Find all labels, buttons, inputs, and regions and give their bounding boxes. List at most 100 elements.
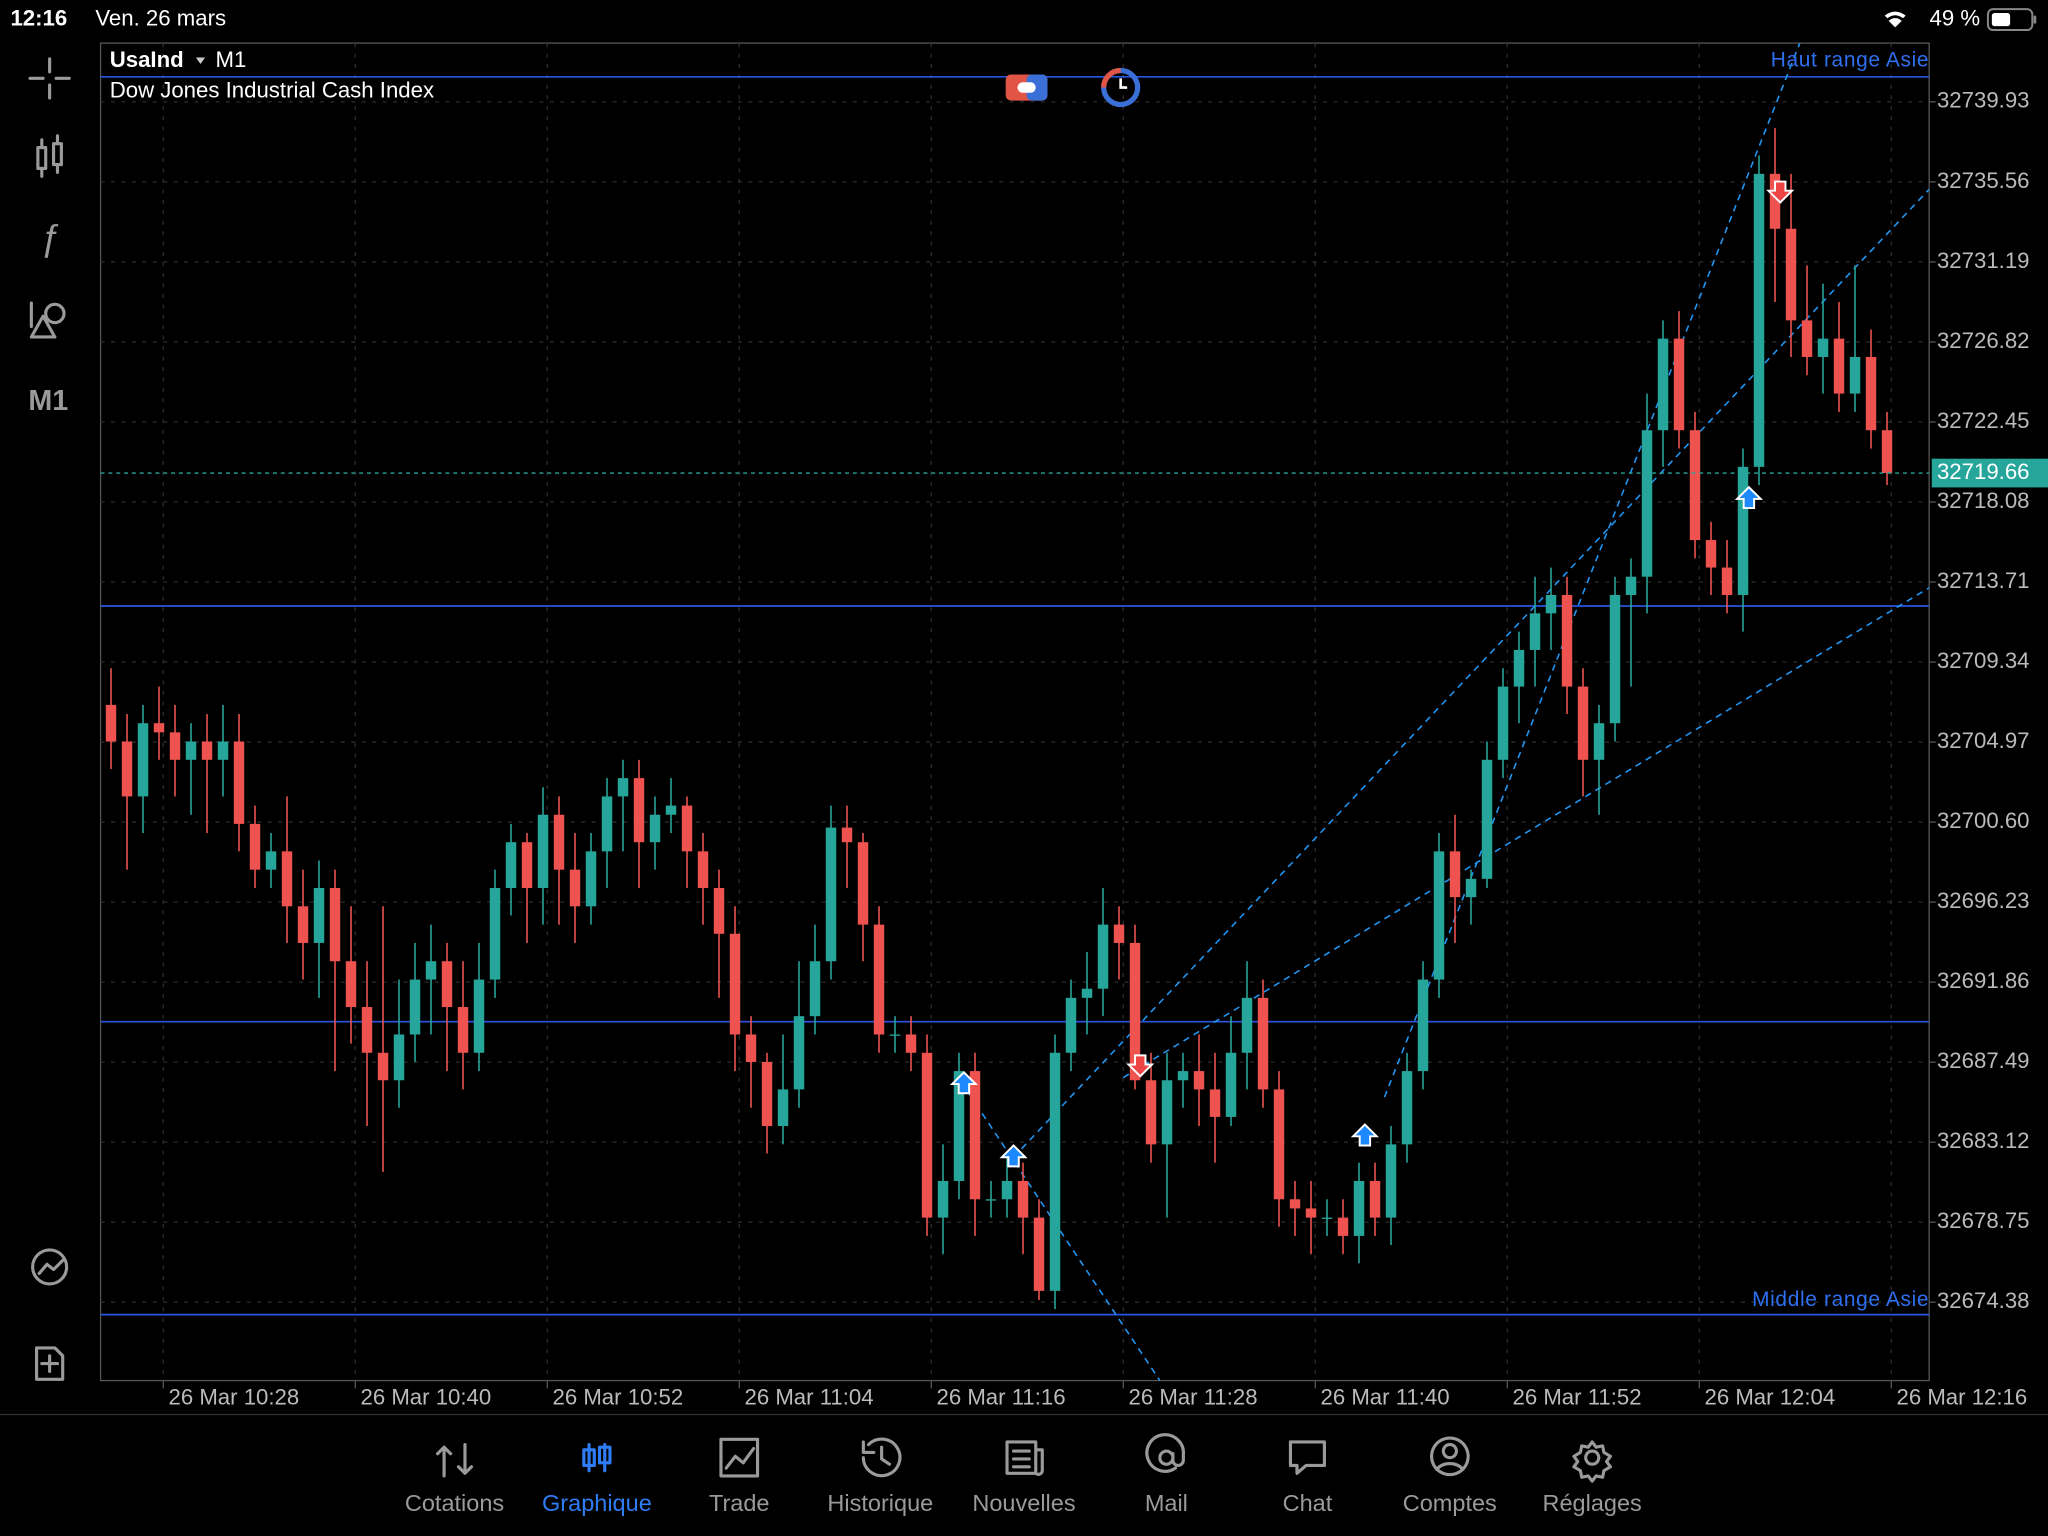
candle-body <box>473 979 485 1053</box>
wifi-icon <box>1884 11 1906 28</box>
buy-arrow <box>1734 485 1764 510</box>
candle-body <box>1433 851 1445 980</box>
candle-body <box>1753 173 1765 467</box>
candle-body <box>1497 686 1509 760</box>
candle-body <box>409 979 421 1035</box>
candle-body <box>985 1199 997 1201</box>
timer-icon[interactable] <box>1101 67 1141 108</box>
x-tick-label: 26 Mar 12:04 <box>1704 1385 1835 1410</box>
tab-icon <box>1005 1440 1044 1476</box>
x-tick-label: 26 Mar 10:52 <box>552 1385 683 1410</box>
tab-icon <box>1288 1440 1326 1475</box>
timeframe-button[interactable]: M1 <box>28 385 68 417</box>
candle-body <box>665 805 677 815</box>
tab-label: Réglages <box>1543 1490 1642 1516</box>
candle-body <box>1097 924 1109 989</box>
x-tick-label: 26 Mar 11:04 <box>744 1385 873 1410</box>
candle-body <box>1465 878 1477 898</box>
add-tool[interactable] <box>35 1346 65 1381</box>
candle-body <box>345 961 357 1008</box>
tab-item[interactable]: Historique <box>827 1437 933 1516</box>
candle-body <box>969 1071 981 1200</box>
trend-line <box>1122 587 1930 1079</box>
chart-type-tool[interactable] <box>36 134 63 178</box>
candle-body <box>1705 540 1717 568</box>
tab-bar: Cotations Graphique Trade Historique Nouvell… <box>405 1433 1642 1516</box>
tab-item[interactable]: Graphique <box>542 1443 652 1516</box>
candle-body <box>1225 1052 1237 1117</box>
plot-area[interactable] <box>99 42 1930 1382</box>
candle-body <box>1273 1089 1285 1200</box>
svg-text:ƒ: ƒ <box>39 217 59 259</box>
symbol-dropdown[interactable] <box>195 57 206 64</box>
candle-body <box>377 1052 389 1081</box>
objects-tool[interactable] <box>29 301 66 339</box>
candle-body <box>729 933 741 1035</box>
candle-body <box>953 1071 965 1181</box>
chart-timeframe: M1 <box>216 47 247 72</box>
candle-body <box>489 887 501 980</box>
candle-body <box>521 842 533 888</box>
candle-body <box>425 961 437 980</box>
candle-body <box>1289 1199 1301 1209</box>
candle-body <box>617 778 629 797</box>
trade-tool[interactable] <box>31 1248 69 1286</box>
tab-item[interactable]: Comptes <box>1403 1436 1497 1516</box>
candle-body <box>1337 1217 1349 1236</box>
symbol[interactable]: UsaInd <box>110 47 184 72</box>
candle-body <box>649 814 661 843</box>
x-tick-label: 26 Mar 11:52 <box>1512 1385 1641 1410</box>
candle-body <box>1065 997 1077 1053</box>
candle-body <box>1113 924 1125 943</box>
candle-body <box>1737 466 1749 596</box>
indicator-tool[interactable]: ƒ <box>39 217 59 259</box>
candle-body <box>201 741 213 760</box>
y-tick-label: 32700.60 <box>1937 808 2030 833</box>
tab-item[interactable]: Nouvelles <box>972 1440 1076 1516</box>
level-label: Middle range Asie <box>1752 1288 1929 1311</box>
candle-body <box>681 805 693 852</box>
candle-body <box>1769 173 1781 229</box>
candle-body <box>137 723 149 797</box>
candle-body <box>1641 430 1653 577</box>
battery-icon <box>1986 8 2037 32</box>
tab-label: Mail <box>1145 1490 1188 1516</box>
candle-body <box>457 1007 469 1053</box>
tab-label: Nouvelles <box>972 1490 1075 1516</box>
one-click-icon[interactable] <box>1005 74 1048 101</box>
tab-label: Chat <box>1283 1490 1333 1516</box>
candle-body <box>1369 1180 1381 1218</box>
candle-body <box>713 887 725 934</box>
candle-body <box>793 1016 805 1090</box>
candle-body <box>1001 1180 1013 1200</box>
tab-item[interactable]: Mail <box>1145 1433 1188 1516</box>
candle-body <box>169 732 181 760</box>
y-tick-label: 32735.56 <box>1937 168 2030 193</box>
candle-body <box>1689 430 1701 541</box>
crosshair-tool[interactable] <box>28 57 71 100</box>
y-tick-label: 32691.86 <box>1937 968 2030 993</box>
y-tick-label: 32678.75 <box>1937 1208 2030 1233</box>
tab-item[interactable]: Cotations <box>405 1443 504 1516</box>
tab-item[interactable]: Chat <box>1283 1440 1333 1516</box>
candle-body <box>1449 851 1461 898</box>
buy-arrow <box>949 1070 979 1095</box>
candle-body <box>1865 356 1877 431</box>
trend-line <box>1383 42 1801 1098</box>
candle-body <box>1721 567 1733 596</box>
candle-body <box>1529 613 1541 650</box>
candle-body <box>153 723 165 733</box>
candle-body <box>1561 595 1573 687</box>
candle-body <box>441 961 453 1008</box>
candle-body <box>1385 1144 1397 1218</box>
tab-item[interactable]: Réglages <box>1543 1440 1642 1516</box>
candle-body <box>505 842 517 888</box>
candle-body <box>745 1034 757 1062</box>
tab-item[interactable]: Trade <box>709 1437 770 1516</box>
candle-body <box>1513 649 1525 687</box>
candle-body <box>1545 595 1557 614</box>
x-tick-label: 26 Mar 10:28 <box>168 1385 299 1410</box>
y-tick-label: 32696.23 <box>1937 888 2030 913</box>
